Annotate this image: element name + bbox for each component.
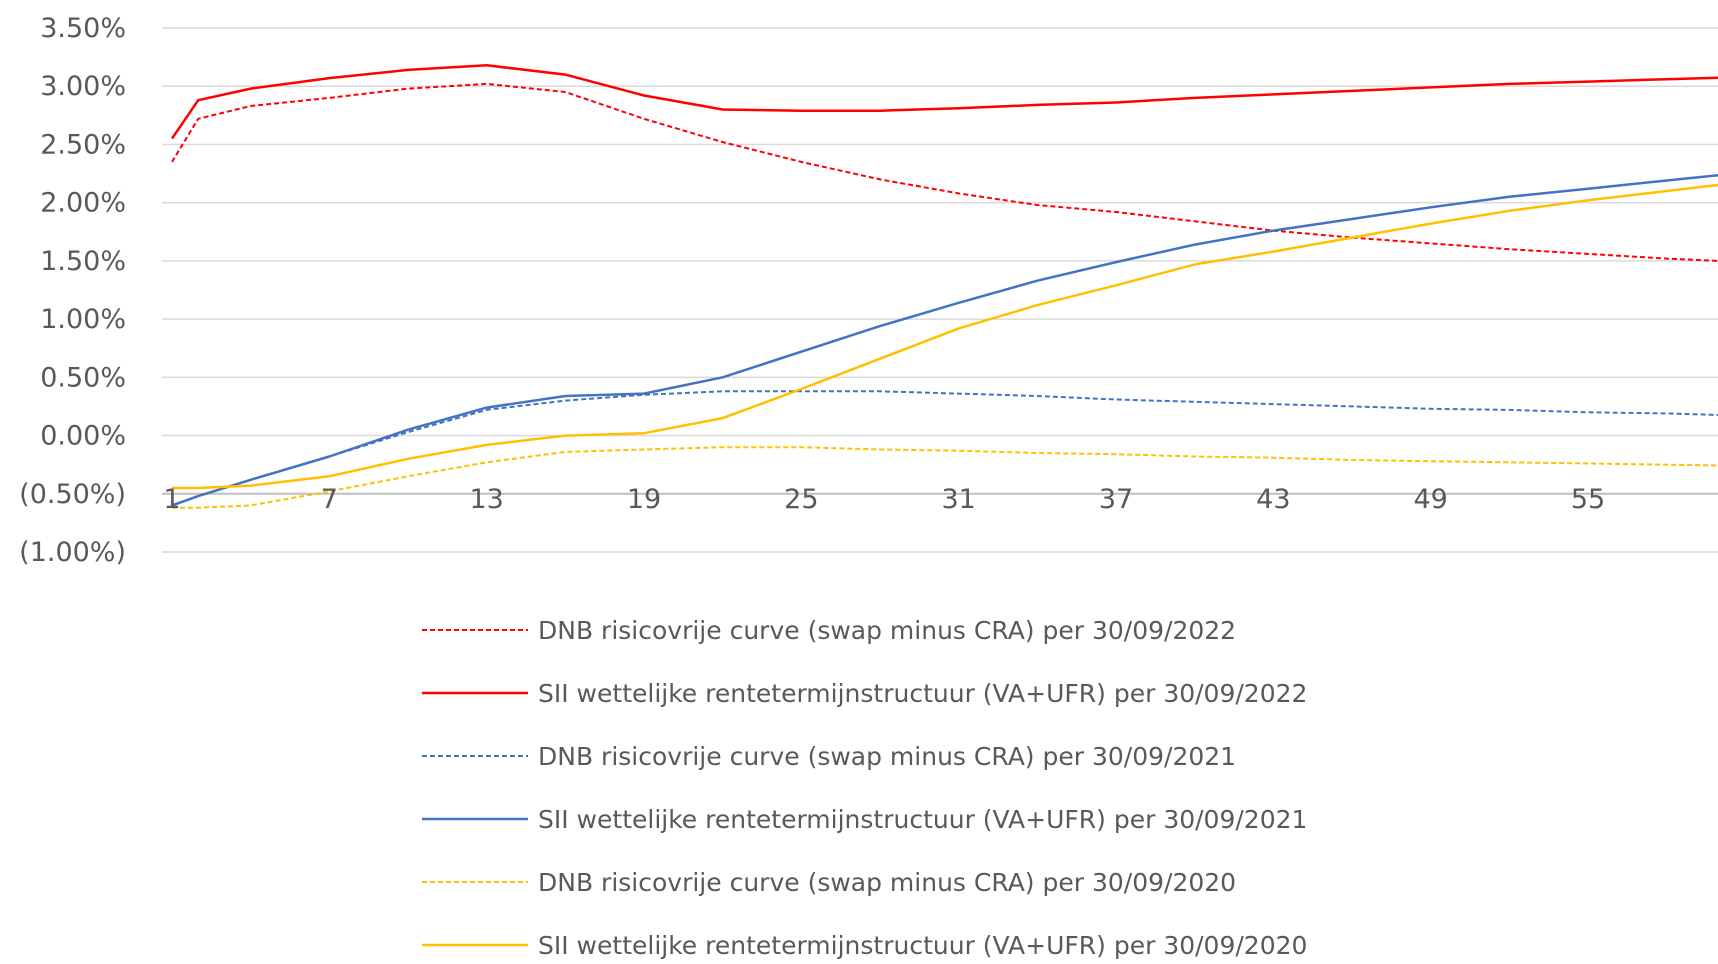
series-line-1 [171, 82, 1718, 262]
series-line-6 [172, 183, 1718, 490]
legend-label: DNB risicovrije curve (swap minus CRA) p… [538, 616, 1236, 645]
series-line-3 [171, 390, 1718, 507]
legend-label: DNB risicovrije curve (swap minus CRA) p… [538, 742, 1236, 771]
legend-item: DNB risicovrije curve (swap minus CRA) p… [422, 868, 1236, 897]
legend-item: SII wettelijke rentetermijnstructuur (VA… [422, 679, 1307, 708]
series-line-4 [171, 173, 1718, 507]
y-tick-label: (0.50%) [19, 479, 126, 510]
y-tick-label: 0.50% [40, 362, 126, 393]
y-tick-label: 0.00% [40, 421, 126, 452]
series-lines [170, 64, 1718, 509]
legend-item: SII wettelijke rentetermijnstructuur (VA… [422, 805, 1307, 834]
y-tick-label: 3.50% [40, 13, 126, 44]
y-tick-label: (1.00%) [19, 537, 126, 568]
legend-label: SII wettelijke rentetermijnstructuur (VA… [538, 931, 1307, 960]
x-axis-tick-labels: 1 7 13 19 25 31 37 43 49 55 [163, 484, 1605, 515]
x-tick-label: 31 [941, 484, 975, 515]
x-tick-label: 7 [321, 484, 338, 515]
series-line-5 [172, 446, 1718, 509]
y-tick-label: 1.50% [40, 246, 126, 277]
x-tick-label: 49 [1413, 484, 1447, 515]
legend-item: DNB risicovrije curve (swap minus CRA) p… [422, 742, 1236, 771]
y-axis-tick-labels: 3.50% 3.00% 2.50% 2.00% 1.50% 1.00% 0.50% 0.00%… [19, 13, 126, 568]
x-tick-label: 1 [163, 484, 180, 515]
y-tick-label: 3.00% [40, 71, 126, 102]
y-tick-label: 1.00% [40, 304, 126, 335]
y-tick-label: 2.50% [40, 129, 126, 160]
legend-item: DNB risicovrije curve (swap minus CRA) p… [422, 616, 1236, 645]
y-tick-label: 2.00% [40, 188, 126, 219]
x-tick-label: 25 [784, 484, 818, 515]
legend-label: DNB risicovrije curve (swap minus CRA) p… [538, 868, 1236, 897]
series-line-2 [170, 64, 1718, 140]
legend: DNB risicovrije curve (swap minus CRA) p… [422, 616, 1307, 960]
x-tick-label: 19 [627, 484, 661, 515]
x-tick-label: 37 [1099, 484, 1133, 515]
legend-label: SII wettelijke rentetermijnstructuur (VA… [538, 805, 1307, 834]
x-tick-label: 43 [1256, 484, 1290, 515]
legend-item: SII wettelijke rentetermijnstructuur (VA… [422, 931, 1307, 960]
legend-label: SII wettelijke rentetermijnstructuur (VA… [538, 679, 1307, 708]
x-tick-label: 55 [1571, 484, 1605, 515]
gridlines [162, 27, 1718, 553]
x-tick-label: 13 [469, 484, 503, 515]
